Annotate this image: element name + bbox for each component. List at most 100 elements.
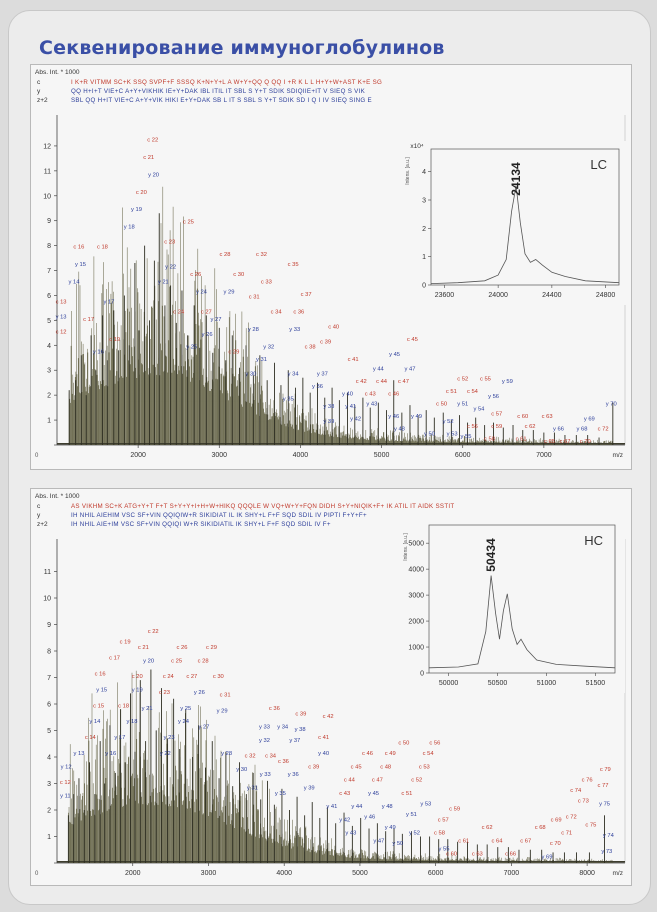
inset-y-tick-label: 4000 bbox=[408, 567, 424, 574]
c-ion-label: c 39 bbox=[308, 764, 319, 770]
y-ion-label: y 24 bbox=[196, 289, 208, 295]
inset-y-tick-label: 0 bbox=[422, 283, 426, 290]
abs-int-label: Abs. Int. * 1000 bbox=[35, 69, 80, 76]
y-ion-label: y 39 bbox=[304, 785, 315, 791]
c-ion-label: c 28 bbox=[219, 252, 230, 258]
c-ion-label: c 15 bbox=[93, 703, 104, 709]
y-ion-label: y 40 bbox=[318, 751, 329, 757]
hc-spectrum-chart: Abs. Int. * 1000 c AS VIKHM SC+K ATG+Y+T … bbox=[35, 493, 626, 877]
c-ion-label: c 36 bbox=[269, 706, 280, 712]
y-ion-label: y 37 bbox=[317, 372, 328, 378]
x-tick-label: 2000 bbox=[130, 452, 146, 459]
sequence-ion-type: y bbox=[37, 88, 41, 95]
c-ion-label: c 24 bbox=[163, 674, 175, 680]
y-ion-label: y 34 bbox=[277, 725, 289, 731]
y-ion-label: y 19 bbox=[131, 207, 142, 213]
c-ion-label: c 36 bbox=[278, 759, 289, 765]
inset-y-tick-label: 0 bbox=[420, 671, 424, 678]
c-ion-label: c 58 bbox=[484, 437, 495, 443]
y-ion-label: y 52 bbox=[443, 419, 454, 425]
c-ion-label: c 23 bbox=[159, 690, 170, 696]
inset-background bbox=[399, 517, 625, 693]
c-ion-label: c 40 bbox=[328, 324, 339, 330]
c-ion-label: c 17 bbox=[109, 656, 120, 662]
fragment-labels: c 22 c 19 c 21 c 26 c 29 c 17 y 20 c 25 c 28 c 16… bbox=[60, 629, 615, 860]
x-tick-label: 7000 bbox=[536, 452, 552, 459]
y-tick-label: 7 bbox=[47, 675, 51, 682]
c-ion-label: c 44 bbox=[344, 778, 356, 784]
c-ion-label: c 16 bbox=[73, 245, 84, 251]
y-ion-label: y 33 bbox=[289, 327, 300, 333]
inset-x-tick-label: 50500 bbox=[488, 680, 508, 687]
y-ion-label: y 40 bbox=[342, 392, 353, 398]
y-ion-label: y 27 bbox=[211, 317, 222, 323]
c-ion-label: c 70 bbox=[550, 841, 561, 847]
y-ion-label: y 18 bbox=[126, 719, 137, 725]
inset-x-tick-label: 24400 bbox=[542, 292, 562, 299]
inset-x-tick-label: 51500 bbox=[586, 680, 606, 687]
y-ion-label: y 46 bbox=[388, 414, 399, 420]
y-ion-label: y 48 bbox=[394, 427, 405, 433]
inset-peak-mass-label: 50434 bbox=[484, 538, 498, 572]
y-ion-label: y 45 bbox=[368, 791, 379, 797]
c-ion-label: c 56 bbox=[429, 740, 440, 746]
c-ion-label: c 37 bbox=[301, 292, 312, 298]
y-tick-label: 10 bbox=[43, 596, 51, 603]
c-ion-label: c 46 bbox=[388, 392, 399, 398]
c-ion-label: c 52 bbox=[411, 778, 422, 784]
c-ion-label: c 47 bbox=[398, 379, 409, 385]
y-ion-label: y 56 bbox=[488, 394, 499, 400]
x-tick-label: 3000 bbox=[211, 452, 227, 459]
c-ion-label: c 73 bbox=[578, 799, 589, 805]
y-ion-label: y 35 bbox=[283, 397, 294, 403]
inset-peak-mass-label: 24134 bbox=[509, 162, 523, 196]
c-ion-label: c 65 bbox=[544, 439, 555, 445]
x-tick-label: 4000 bbox=[293, 452, 309, 459]
y-tick-label: 9 bbox=[47, 218, 51, 225]
c-ion-label: c 50 bbox=[436, 402, 447, 408]
c-ion-label: c 47 bbox=[372, 778, 383, 784]
x-tick-label: 8000 bbox=[579, 870, 595, 877]
c-ion-label: c 30 bbox=[213, 674, 224, 680]
c-ion-label: c 49 bbox=[385, 751, 396, 757]
c-ion-label: c 67 bbox=[520, 838, 531, 844]
y-ion-label: y 52 bbox=[409, 831, 420, 837]
y-tick-label: 2 bbox=[47, 808, 51, 815]
sequence-row-zplus2: SBL QQ H+IT VIE+C A+Y+VIK HIKI E+Y+DAK S… bbox=[71, 97, 372, 104]
y-tick-label: 5 bbox=[47, 318, 51, 325]
y-ion-label: y 15 bbox=[75, 262, 86, 268]
c-ion-label: c 22 bbox=[147, 137, 158, 143]
c-ion-label: c 43 bbox=[339, 791, 350, 797]
hc-spectrum-panel: Abs. Int. * 1000 c AS VIKHM SC+K ATG+Y+T … bbox=[30, 488, 632, 886]
x-tick-label: 6000 bbox=[428, 870, 444, 877]
y-ion-label: y 45 bbox=[389, 352, 400, 358]
inset-background bbox=[401, 141, 629, 305]
y-ion-label: y 14 bbox=[89, 719, 101, 725]
inset-y-tick-label: 3 bbox=[422, 198, 426, 205]
y-ion-label: y 59 bbox=[502, 379, 513, 385]
y-ion-label: y 15 bbox=[96, 687, 107, 693]
spectrum-peaks bbox=[68, 213, 614, 445]
inset-y-tick-label: 1 bbox=[422, 254, 426, 261]
y-ion-label: y 11 bbox=[60, 793, 71, 799]
y-ion-label: y 26 bbox=[202, 332, 213, 338]
c-ion-label: c 33 bbox=[261, 279, 272, 285]
inset-x-tick-label: 24800 bbox=[596, 292, 616, 299]
y-ion-label: y 54 bbox=[473, 407, 485, 413]
y-ion-label: y 44 bbox=[351, 804, 363, 810]
y-ion-label: y 39 bbox=[323, 419, 334, 425]
sequence-ion-type: c bbox=[37, 503, 41, 510]
y-ion-label: y 50 bbox=[424, 432, 435, 438]
y-ion-label: y 16 bbox=[105, 751, 116, 757]
y-ion-label: y 29 bbox=[217, 709, 228, 715]
c-ion-label: c 51 bbox=[401, 791, 412, 797]
y-ion-label: y 47 bbox=[404, 367, 415, 373]
y-ion-label: y 16 bbox=[93, 349, 104, 355]
y-ion-label: y 20 bbox=[148, 172, 159, 178]
y-ion-label: y 53 bbox=[447, 432, 458, 438]
c-ion-label: c 24 bbox=[173, 309, 185, 315]
y-tick-label: 10 bbox=[43, 193, 51, 200]
y-ion-label: y 38 bbox=[323, 404, 334, 410]
y-ion-label: y 69 bbox=[584, 417, 595, 423]
c-ion-label: c 34 bbox=[271, 309, 283, 315]
